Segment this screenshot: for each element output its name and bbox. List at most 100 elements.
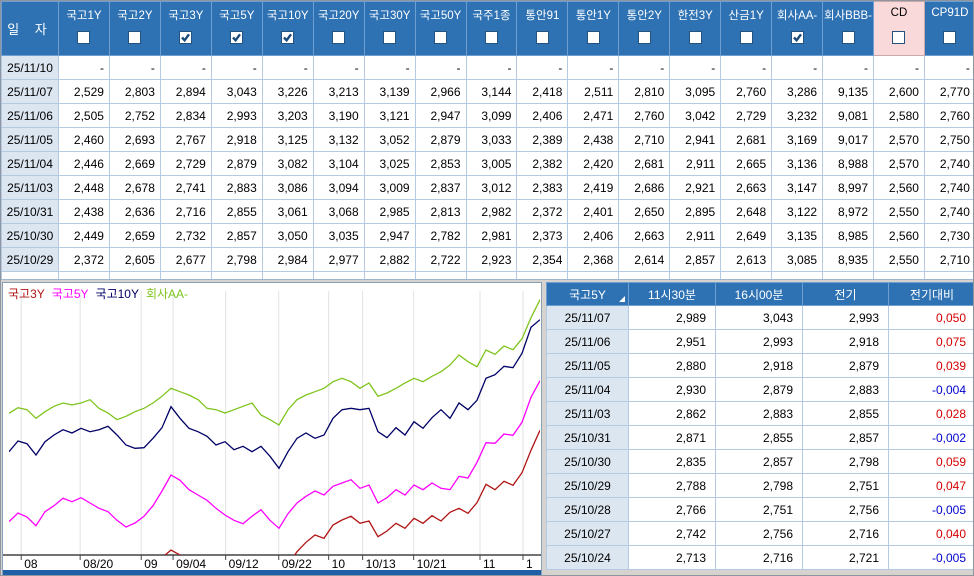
prev-cell: 2,883 — [802, 377, 889, 402]
quote-row[interactable]: 25/10/31 2,871 2,855 2,857 -0,002 — [546, 425, 973, 450]
value-1600-cell: 2,716 — [715, 545, 803, 570]
column-header[interactable]: 한전3Y — [669, 1, 722, 56]
yield-cell: 2,560 — [873, 223, 925, 248]
yield-cell: 3,050 — [261, 223, 314, 248]
column-checkbox[interactable] — [434, 31, 448, 44]
yield-cell: 2,418 — [516, 79, 569, 104]
quote-row[interactable]: 25/11/03 2,862 2,883 2,855 0,028 — [546, 401, 973, 426]
column-checkbox[interactable] — [739, 31, 753, 44]
yield-cell: 2,636 — [108, 199, 161, 224]
column-header[interactable]: CP91D — [923, 1, 973, 56]
quote-column-header[interactable]: 국고5Y — [546, 282, 629, 306]
yield-cell: 8,972 — [822, 199, 874, 224]
column-header[interactable]: 국고2Y — [108, 1, 161, 56]
yield-cell: 2,760 — [618, 103, 671, 128]
column-checkbox[interactable] — [586, 31, 600, 44]
yield-cell: 3,139 — [363, 79, 416, 104]
date-column-header[interactable]: 일 자 — [1, 1, 59, 56]
table-row: 25/10/31 2,438 2,636 2,716 2,855 3,061 3,068 2,… — [1, 199, 973, 224]
column-checkbox[interactable] — [383, 31, 397, 44]
quote-column-header[interactable]: 11시30분 — [628, 282, 716, 306]
quote-row[interactable]: 25/10/30 2,835 2,857 2,798 0,059 — [546, 449, 973, 474]
empty-cell — [159, 271, 212, 279]
yield-cell: 2,883 — [210, 175, 263, 200]
yield-cell: 3,190 — [312, 103, 365, 128]
yield-cell: 3,068 — [312, 199, 365, 224]
value-1130-cell: 2,871 — [628, 425, 716, 450]
yield-cell: 2,882 — [363, 247, 416, 272]
yield-cell: 2,383 — [516, 175, 569, 200]
quote-column-header[interactable]: 전기 — [802, 282, 889, 306]
column-checkbox[interactable] — [332, 31, 346, 44]
column-header[interactable]: 통안91 — [516, 1, 569, 56]
quote-row[interactable]: 25/10/24 2,713 2,716 2,721 -0,005 — [546, 545, 973, 570]
column-checkbox[interactable] — [230, 31, 244, 44]
quote-row[interactable]: 25/11/04 2,930 2,879 2,883 -0,004 — [546, 377, 973, 402]
column-checkbox[interactable] — [892, 31, 906, 44]
prev-cell: 2,716 — [802, 521, 889, 546]
check-icon — [232, 33, 242, 43]
yield-cell: 2,678 — [108, 175, 161, 200]
yield-cell: 2,438 — [58, 199, 110, 224]
yield-cell: 3,286 — [771, 79, 824, 104]
column-header[interactable]: 국고50Y — [414, 1, 467, 56]
column-checkbox[interactable] — [484, 31, 498, 44]
quote-column-header[interactable]: 16시00분 — [715, 282, 803, 306]
series-line — [9, 299, 540, 426]
column-header[interactable]: 국고3Y — [159, 1, 212, 56]
quote-row[interactable]: 25/10/27 2,742 2,756 2,716 0,040 — [546, 521, 973, 546]
quote-row[interactable]: 25/11/05 2,880 2,918 2,879 0,039 — [546, 353, 973, 378]
value-1600-cell: 2,798 — [715, 473, 803, 498]
column-checkbox[interactable] — [281, 31, 295, 44]
column-header[interactable]: 국고10Y — [261, 1, 314, 56]
x-axis-label: 11 — [483, 557, 496, 571]
column-header-label: 국고1Y — [66, 10, 102, 22]
column-header-label: 통안2Y — [626, 10, 662, 22]
yield-cell: 2,741 — [159, 175, 212, 200]
legend-item: 국고10Y — [95, 287, 139, 301]
column-checkbox[interactable] — [943, 31, 957, 44]
column-header[interactable]: 통안2Y — [618, 1, 671, 56]
column-checkbox[interactable] — [688, 31, 702, 44]
column-header[interactable]: 통안1Y — [567, 1, 620, 56]
column-header[interactable]: 국고30Y — [363, 1, 416, 56]
column-checkbox[interactable] — [535, 31, 549, 44]
quote-column-header[interactable]: 전기대비 — [888, 282, 973, 306]
column-checkbox[interactable] — [637, 31, 651, 44]
yield-cell: 2,372 — [58, 247, 110, 272]
yield-cell: 2,837 — [414, 175, 467, 200]
column-header[interactable]: 회사BBB- — [822, 1, 874, 56]
column-checkbox[interactable] — [128, 31, 142, 44]
empty-cell — [618, 271, 671, 279]
x-axis-label: 1 — [526, 557, 533, 571]
column-checkbox[interactable] — [77, 31, 91, 44]
yield-cell: 3,135 — [771, 223, 824, 248]
column-header[interactable]: 회사AA- — [771, 1, 824, 56]
quote-row[interactable]: 25/11/06 2,951 2,993 2,918 0,075 — [546, 329, 973, 354]
series-line — [164, 430, 540, 555]
column-header[interactable]: 국고1Y — [58, 1, 110, 56]
column-checkbox[interactable] — [841, 31, 855, 44]
column-header[interactable]: 국고5Y — [210, 1, 263, 56]
column-checkbox[interactable] — [790, 31, 804, 44]
quote-row[interactable]: 25/10/29 2,788 2,798 2,751 0,047 — [546, 473, 973, 498]
date-cell: 25/10/29 — [546, 473, 629, 498]
yield-cell: - — [618, 55, 671, 80]
table-row: 25/11/04 2,446 2,669 2,729 2,879 3,082 3,104 3,… — [1, 151, 973, 176]
yield-cell: 3,104 — [312, 151, 365, 176]
column-header[interactable]: CD — [873, 1, 925, 56]
column-header[interactable]: 국주1종 — [465, 1, 518, 56]
x-axis-label: 10/13 — [366, 557, 396, 571]
yield-cell: 2,471 — [567, 103, 620, 128]
value-1130-cell: 2,989 — [628, 305, 716, 330]
yield-cell: - — [923, 55, 973, 80]
prev-cell: 2,751 — [802, 473, 889, 498]
change-cell: 0,028 — [888, 401, 973, 426]
quote-row[interactable]: 25/10/28 2,766 2,751 2,756 -0,005 — [546, 497, 973, 522]
quote-row[interactable]: 25/11/07 2,989 3,043 2,993 0,050 — [546, 305, 973, 330]
column-checkbox[interactable] — [179, 31, 193, 44]
column-header-label: 회사AA- — [776, 10, 818, 22]
yield-cell: 2,659 — [108, 223, 161, 248]
column-header[interactable]: 국고20Y — [312, 1, 365, 56]
column-header[interactable]: 산금1Y — [720, 1, 773, 56]
